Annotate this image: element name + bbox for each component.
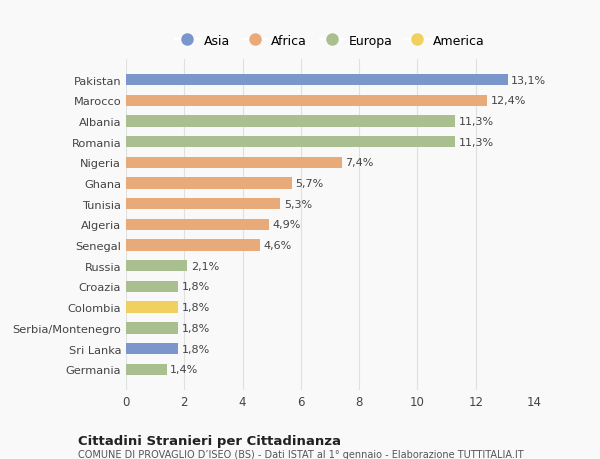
- Text: 4,6%: 4,6%: [263, 241, 292, 251]
- Bar: [126, 364, 167, 375]
- Text: 1,8%: 1,8%: [182, 302, 210, 313]
- Bar: [126, 157, 341, 168]
- Text: Cittadini Stranieri per Cittadinanza: Cittadini Stranieri per Cittadinanza: [78, 434, 341, 447]
- Text: 1,8%: 1,8%: [182, 323, 210, 333]
- Text: 11,3%: 11,3%: [459, 117, 494, 127]
- Text: 1,8%: 1,8%: [182, 282, 210, 292]
- Bar: [126, 343, 178, 354]
- Bar: [126, 323, 178, 334]
- Text: 1,4%: 1,4%: [170, 364, 199, 375]
- Text: COMUNE DI PROVAGLIO D’ISEO (BS) - Dati ISTAT al 1° gennaio - Elaborazione TUTTIT: COMUNE DI PROVAGLIO D’ISEO (BS) - Dati I…: [78, 449, 524, 459]
- Bar: [126, 199, 280, 210]
- Bar: [126, 75, 508, 86]
- Text: 5,3%: 5,3%: [284, 199, 312, 209]
- Bar: [126, 240, 260, 251]
- Text: 1,8%: 1,8%: [182, 344, 210, 354]
- Bar: [126, 137, 455, 148]
- Text: 2,1%: 2,1%: [191, 261, 219, 271]
- Text: 7,4%: 7,4%: [345, 158, 374, 168]
- Bar: [126, 116, 455, 127]
- Bar: [126, 95, 487, 106]
- Bar: [126, 302, 178, 313]
- Text: 4,9%: 4,9%: [272, 220, 301, 230]
- Legend: Asia, Africa, Europa, America: Asia, Africa, Europa, America: [170, 29, 490, 52]
- Bar: [126, 281, 178, 292]
- Text: 12,4%: 12,4%: [491, 96, 526, 106]
- Bar: [126, 219, 269, 230]
- Bar: [126, 261, 187, 272]
- Bar: [126, 178, 292, 189]
- Text: 5,7%: 5,7%: [296, 179, 324, 189]
- Text: 11,3%: 11,3%: [459, 137, 494, 147]
- Text: 13,1%: 13,1%: [511, 75, 547, 85]
